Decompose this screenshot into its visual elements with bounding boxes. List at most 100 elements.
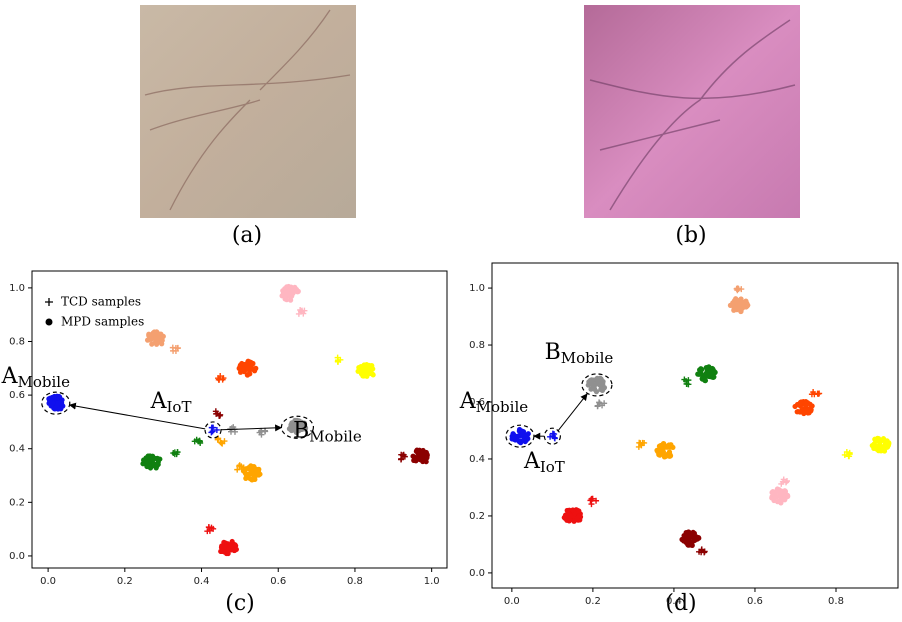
point [782, 497, 787, 502]
x-tick-label: 0.0 [504, 596, 520, 607]
point [358, 364, 363, 369]
legend-marker [46, 319, 53, 326]
cluster [296, 307, 308, 317]
cluster [734, 285, 745, 293]
cluster [215, 373, 226, 383]
cluster [509, 427, 530, 445]
point [232, 542, 237, 547]
point [690, 539, 695, 544]
annotation-text: A [523, 449, 541, 474]
cluster [778, 476, 790, 486]
y-tick-label: 0.8 [469, 340, 485, 351]
point [881, 436, 886, 441]
annotation-sub: Mobile [561, 349, 614, 367]
cluster [257, 428, 269, 438]
point [742, 300, 747, 305]
point [666, 442, 671, 447]
cluster [140, 453, 162, 470]
point [704, 372, 709, 377]
annotation-sub: Mobile [17, 373, 70, 391]
point [599, 380, 604, 385]
point [570, 507, 575, 512]
x-tick-label: 0.2 [117, 576, 133, 587]
cluster [208, 425, 219, 436]
point [737, 302, 742, 307]
point [797, 409, 802, 414]
cluster [654, 441, 675, 460]
x-tick-label: 0.4 [194, 576, 210, 587]
point [878, 448, 883, 453]
annotation: AIoT [523, 449, 565, 476]
cluster [636, 440, 647, 450]
annotation-sub: IoT [540, 458, 565, 476]
annotation-sub: Mobile [309, 427, 362, 445]
cluster [213, 408, 223, 419]
point [737, 306, 742, 311]
point [703, 378, 708, 383]
point [872, 437, 877, 442]
point [661, 441, 666, 446]
point [878, 443, 883, 448]
point [798, 400, 803, 405]
figure: (a) (b) (c) (d) 0.00.20.40.60.81.00.00.2… [0, 0, 902, 618]
caption: (a) [232, 223, 262, 248]
point [284, 297, 289, 302]
point [731, 300, 736, 305]
point [806, 410, 811, 415]
cluster [46, 394, 65, 412]
y-tick-label: 0.6 [9, 390, 25, 401]
y-tick-label: 0.2 [9, 497, 25, 508]
point [145, 338, 150, 343]
cluster [355, 362, 375, 379]
point [709, 373, 714, 378]
point [363, 370, 368, 375]
cluster [681, 377, 691, 388]
point [586, 382, 591, 387]
point [884, 442, 889, 447]
point [246, 472, 251, 477]
caption: (c) [225, 591, 255, 616]
point [775, 486, 780, 491]
point [696, 536, 701, 541]
x-tick-label: 0.8 [828, 596, 844, 607]
point [576, 508, 581, 513]
point [56, 394, 61, 399]
point [419, 454, 424, 459]
point [232, 548, 237, 553]
point [220, 549, 225, 554]
point [517, 439, 522, 444]
cluster [870, 436, 892, 454]
x-tick-label: 0.6 [747, 596, 763, 607]
point [209, 425, 215, 431]
point [221, 540, 226, 545]
cluster [679, 529, 701, 548]
x-tick-label: 0.0 [40, 576, 56, 587]
cluster [170, 345, 181, 354]
annotation-text: B [545, 340, 561, 365]
point [871, 446, 876, 451]
annotation: BMobile [293, 418, 362, 445]
point [159, 339, 164, 344]
cluster [809, 389, 822, 397]
cluster [218, 539, 239, 556]
point [562, 515, 567, 520]
cluster [562, 507, 583, 524]
point [56, 400, 61, 405]
point [577, 513, 582, 518]
point [228, 543, 233, 548]
cluster [696, 546, 708, 555]
point [592, 386, 597, 391]
point [151, 463, 156, 468]
y-tick-label: 0.4 [469, 454, 485, 465]
annotation-sub: IoT [166, 398, 191, 416]
x-tick-label: 0.8 [347, 576, 363, 587]
point [810, 403, 815, 408]
point [687, 534, 692, 539]
point [237, 364, 242, 369]
cluster [204, 524, 216, 534]
point [815, 391, 821, 397]
point [772, 496, 777, 501]
cluster [595, 399, 608, 409]
point [146, 332, 151, 337]
